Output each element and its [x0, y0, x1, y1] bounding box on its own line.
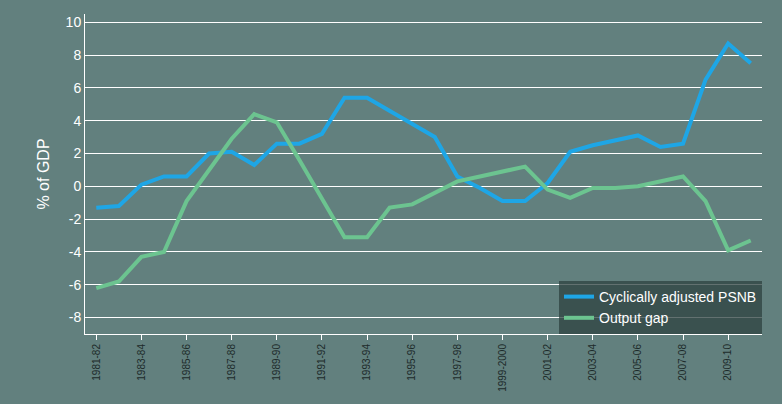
svg-text:-8: -8 — [69, 309, 82, 325]
svg-text:2003-04: 2003-04 — [587, 344, 598, 381]
svg-text:2: 2 — [73, 145, 81, 161]
svg-text:1983-84: 1983-84 — [136, 344, 147, 381]
svg-text:1995-96: 1995-96 — [406, 344, 417, 381]
svg-text:1987-88: 1987-88 — [226, 344, 237, 381]
svg-text:10: 10 — [66, 14, 82, 30]
svg-text:Cyclically adjusted PSNB: Cyclically adjusted PSNB — [599, 289, 756, 305]
svg-text:1991-92: 1991-92 — [316, 344, 327, 381]
svg-text:2009-10: 2009-10 — [722, 344, 733, 381]
svg-text:1989-90: 1989-90 — [271, 344, 282, 381]
svg-text:% of GDP: % of GDP — [35, 138, 52, 209]
svg-text:4: 4 — [73, 113, 81, 129]
svg-text:2005-06: 2005-06 — [632, 344, 643, 381]
svg-text:2001-02: 2001-02 — [542, 344, 553, 381]
svg-text:-4: -4 — [69, 244, 82, 260]
svg-text:8: 8 — [73, 47, 81, 63]
svg-text:1985-86: 1985-86 — [181, 344, 192, 381]
svg-text:2007-08: 2007-08 — [677, 344, 688, 381]
svg-text:-2: -2 — [69, 211, 82, 227]
svg-text:1993-94: 1993-94 — [361, 344, 372, 381]
svg-text:0: 0 — [73, 178, 81, 194]
svg-text:1999-2000: 1999-2000 — [497, 344, 508, 392]
svg-text:6: 6 — [73, 80, 81, 96]
svg-text:1997-98: 1997-98 — [452, 344, 463, 381]
svg-text:-6: -6 — [69, 277, 82, 293]
svg-text:Output gap: Output gap — [599, 310, 668, 326]
svg-text:1981-82: 1981-82 — [91, 344, 102, 381]
